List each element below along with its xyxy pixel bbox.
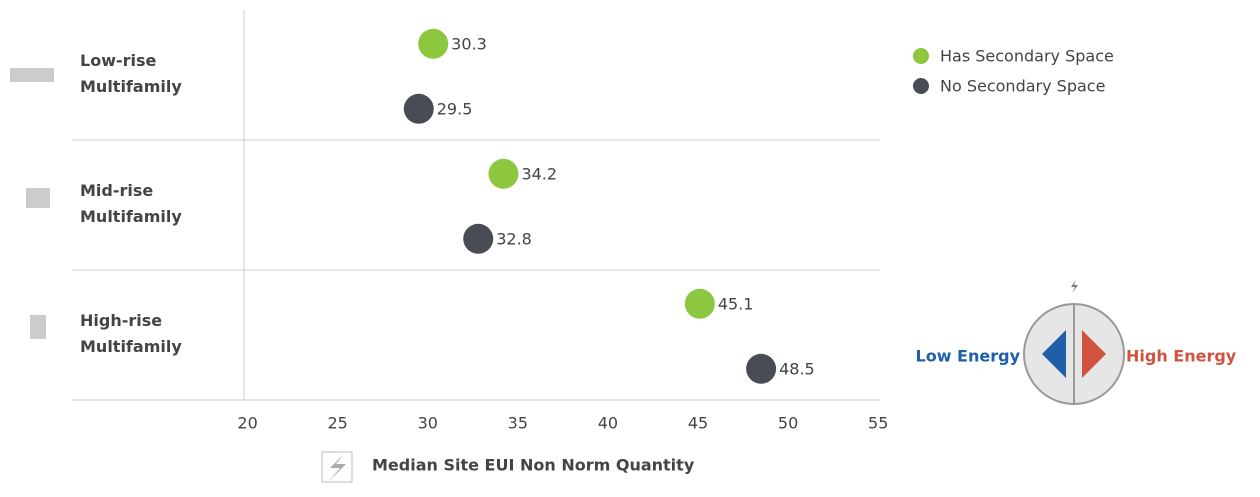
x-tick-label: 25 (328, 414, 348, 433)
category-label: High-rise Multifamily (80, 311, 182, 356)
x-tick-label: 40 (598, 414, 618, 433)
dot (463, 223, 494, 254)
data-label: 48.5 (779, 359, 815, 378)
dot (418, 28, 449, 59)
data-label: 34.2 (521, 164, 557, 183)
legend-swatch (913, 48, 929, 64)
x-tick-label: 55 (868, 414, 888, 433)
dot (684, 288, 715, 319)
x-tick-label: 45 (688, 414, 708, 433)
high-energy-label: High Energy (1126, 347, 1237, 366)
legend-swatch (913, 78, 929, 94)
dot (488, 158, 519, 189)
data-label: 32.8 (496, 229, 532, 248)
dot (403, 93, 434, 124)
legend-label: No Secondary Space (940, 77, 1105, 96)
low-energy-label: Low Energy (916, 347, 1021, 366)
building-icons (10, 68, 54, 339)
data-label: 30.3 (451, 34, 487, 53)
x-axis-label: Median Site EUI Non Norm Quantity (372, 456, 695, 475)
category-label: Mid-rise Multifamily (80, 181, 182, 226)
category-label: Low-rise Multifamily (80, 51, 182, 96)
data-label: 29.5 (437, 99, 473, 118)
dot (746, 353, 777, 384)
x-tick-label: 35 (508, 414, 528, 433)
x-tick-label: 50 (778, 414, 798, 433)
x-tick-label: 20 (237, 414, 257, 433)
data-label: 45.1 (718, 294, 754, 313)
x-tick-label: 30 (418, 414, 438, 433)
legend-label: Has Secondary Space (940, 47, 1114, 66)
energy-icon (1023, 280, 1125, 405)
axis-icon (321, 451, 353, 483)
